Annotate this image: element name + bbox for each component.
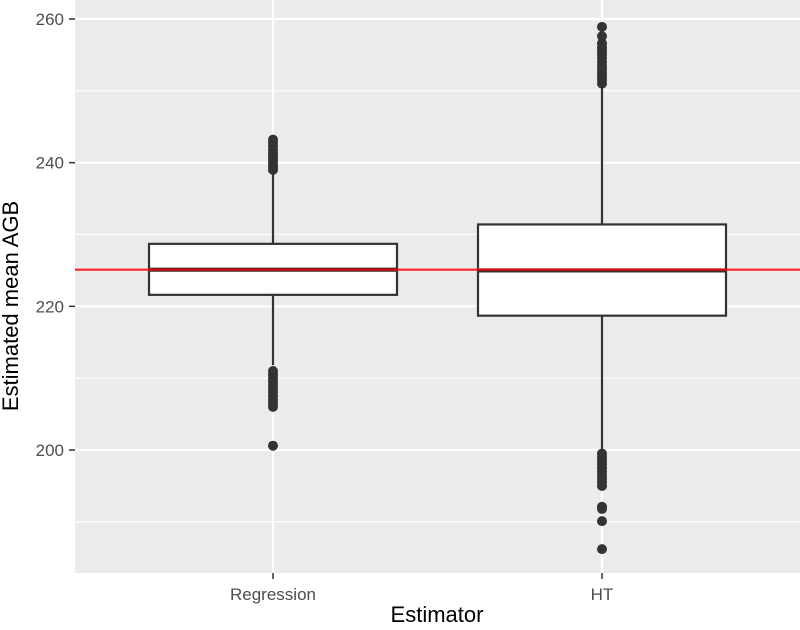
outlier-point (597, 31, 607, 42)
y-axis-title: Estimated mean AGB (0, 201, 23, 411)
outlier-point (597, 503, 607, 514)
outlier-point (268, 440, 278, 451)
outlier-point (597, 21, 607, 32)
x-axis-title: Estimator (391, 602, 484, 627)
y-tick-label: 260 (36, 10, 64, 29)
y-tick-label: 220 (36, 297, 64, 316)
outlier-point (268, 401, 278, 412)
x-tick-label: HT (591, 585, 614, 604)
y-tick-label: 240 (36, 154, 64, 173)
outlier-point (268, 134, 278, 145)
outlier-point (597, 38, 607, 49)
y-axis: 200 220 240 260 (36, 10, 75, 460)
x-tick-label: Regression (230, 585, 316, 604)
outlier-point (597, 480, 607, 491)
outlier-point (597, 544, 607, 555)
outlier-point (597, 516, 607, 527)
y-tick-label: 200 (36, 441, 64, 460)
x-axis: Regression HT (230, 573, 613, 604)
minor-gridlines (75, 90, 800, 523)
